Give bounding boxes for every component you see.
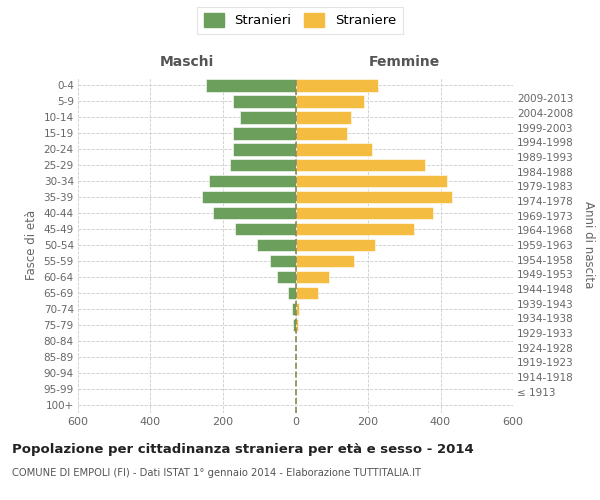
- Text: Maschi: Maschi: [160, 55, 214, 69]
- Bar: [296, 143, 373, 156]
- Bar: [233, 127, 296, 140]
- Bar: [296, 270, 329, 283]
- Bar: [233, 95, 296, 108]
- Bar: [233, 143, 296, 156]
- Text: Popolazione per cittadinanza straniera per età e sesso - 2014: Popolazione per cittadinanza straniera p…: [12, 442, 474, 456]
- Legend: Stranieri, Straniere: Stranieri, Straniere: [197, 6, 403, 34]
- Bar: [277, 270, 296, 283]
- Bar: [296, 111, 350, 124]
- Bar: [293, 318, 296, 331]
- Bar: [296, 175, 447, 188]
- Bar: [296, 302, 299, 315]
- Bar: [296, 223, 415, 235]
- Bar: [296, 127, 347, 140]
- Bar: [230, 159, 296, 172]
- Bar: [296, 318, 298, 331]
- Bar: [235, 223, 296, 235]
- Bar: [296, 80, 378, 92]
- Bar: [296, 191, 452, 203]
- Bar: [202, 191, 296, 203]
- Y-axis label: Fasce di età: Fasce di età: [25, 210, 38, 280]
- Text: Femmine: Femmine: [368, 55, 440, 69]
- Text: COMUNE DI EMPOLI (FI) - Dati ISTAT 1° gennaio 2014 - Elaborazione TUTTITALIA.IT: COMUNE DI EMPOLI (FI) - Dati ISTAT 1° ge…: [12, 468, 421, 477]
- Bar: [296, 286, 318, 299]
- Bar: [292, 302, 296, 315]
- Bar: [296, 159, 425, 172]
- Bar: [296, 239, 374, 251]
- Bar: [296, 95, 364, 108]
- Bar: [241, 111, 296, 124]
- Bar: [206, 80, 296, 92]
- Bar: [257, 239, 296, 251]
- Bar: [270, 254, 296, 267]
- Bar: [296, 254, 354, 267]
- Bar: [287, 286, 296, 299]
- Y-axis label: Anni di nascita: Anni di nascita: [582, 202, 595, 288]
- Bar: [296, 207, 433, 220]
- Bar: [213, 207, 296, 220]
- Bar: [209, 175, 296, 188]
